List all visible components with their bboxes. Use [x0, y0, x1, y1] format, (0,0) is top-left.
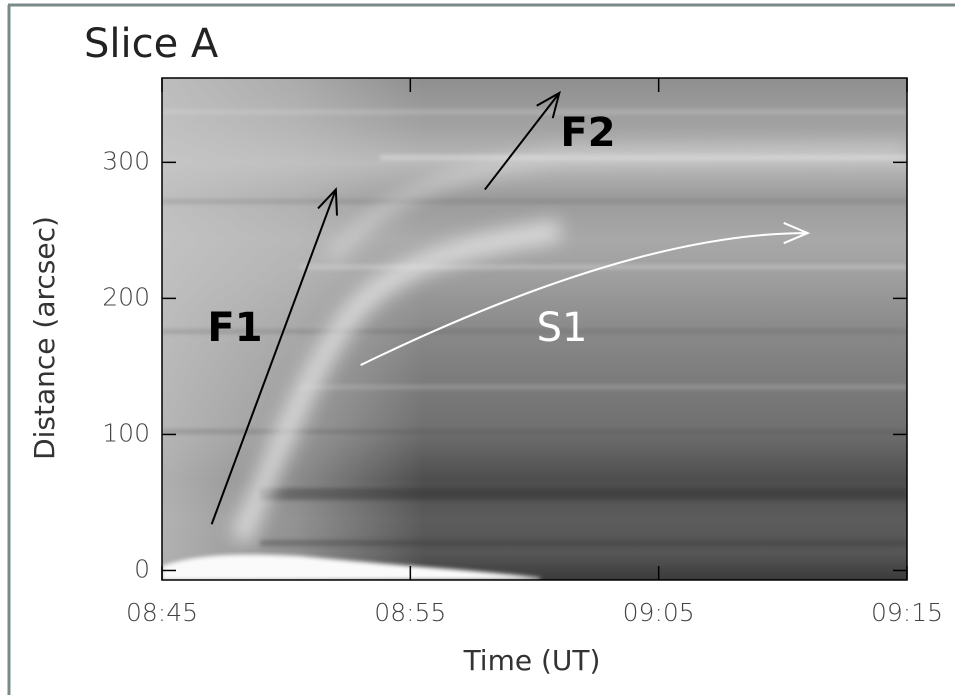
annotation-label: S1 [537, 305, 588, 351]
y-tick-label: 0 [134, 554, 150, 583]
x-tick-label: 08:55 [374, 598, 446, 627]
arrow [360, 232, 808, 366]
y-axis-label: Distance (arcsec) [28, 216, 61, 460]
x-tick-label: 09:15 [871, 598, 943, 627]
annotation-label: F1 [207, 305, 262, 351]
y-tick-label: 100 [102, 418, 150, 447]
x-tick-label: 09:05 [623, 598, 695, 627]
x-axis-label: Time (UT) [463, 644, 601, 677]
x-tick-label: 08:45 [126, 598, 198, 627]
arrow-head [783, 222, 811, 245]
arrow-head [536, 90, 561, 119]
arrow-head [317, 187, 338, 216]
image [162, 78, 907, 580]
arrow [484, 92, 561, 191]
annotation-label: F2 [560, 110, 615, 156]
y-tick-label: 200 [102, 282, 150, 311]
y-tick-label: 300 [102, 146, 150, 175]
chart-title: Slice A [84, 21, 219, 67]
plot-frame [161, 77, 908, 581]
arrow [210, 189, 337, 525]
